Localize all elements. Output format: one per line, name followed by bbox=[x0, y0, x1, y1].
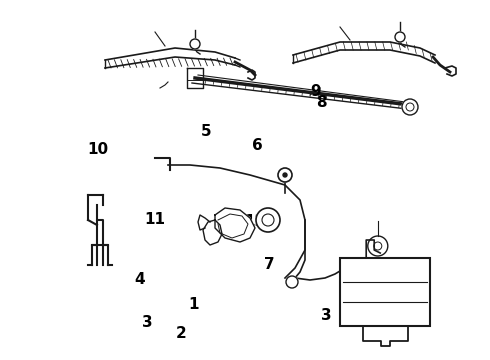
Text: 9: 9 bbox=[311, 84, 321, 99]
Text: 2: 2 bbox=[365, 307, 375, 323]
Text: 1: 1 bbox=[188, 297, 199, 312]
Polygon shape bbox=[203, 220, 222, 245]
Text: 1: 1 bbox=[384, 286, 395, 301]
Circle shape bbox=[368, 236, 388, 256]
Circle shape bbox=[395, 32, 405, 42]
Circle shape bbox=[278, 168, 292, 182]
Text: 3: 3 bbox=[142, 315, 152, 330]
Text: 4: 4 bbox=[134, 271, 145, 287]
Circle shape bbox=[402, 99, 418, 115]
Circle shape bbox=[286, 276, 298, 288]
Text: 10: 10 bbox=[87, 142, 109, 157]
Text: 8: 8 bbox=[316, 95, 326, 110]
Circle shape bbox=[283, 173, 287, 177]
Text: 11: 11 bbox=[144, 212, 165, 227]
FancyBboxPatch shape bbox=[340, 258, 430, 326]
Circle shape bbox=[190, 39, 200, 49]
Circle shape bbox=[256, 208, 280, 232]
Text: 6: 6 bbox=[252, 138, 263, 153]
Text: 7: 7 bbox=[264, 257, 275, 272]
Text: 2: 2 bbox=[176, 325, 187, 341]
Text: 12: 12 bbox=[244, 214, 266, 229]
Text: 3: 3 bbox=[320, 307, 331, 323]
Text: 5: 5 bbox=[200, 124, 211, 139]
Polygon shape bbox=[215, 208, 255, 242]
